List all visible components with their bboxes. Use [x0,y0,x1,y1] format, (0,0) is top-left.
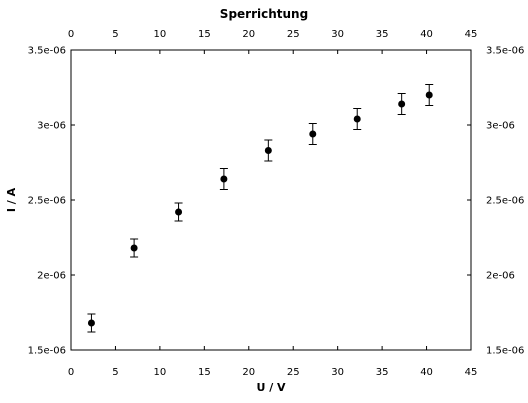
y-axis-title: I / A [5,187,18,212]
x-tick-label-top: 20 [242,29,255,40]
data-point [309,130,317,138]
x-tick-label-bottom: 0 [68,367,74,378]
data-point [130,244,138,252]
x-tick-label-top: 15 [198,29,211,40]
tick-labels: 0 0 5 5 10 10 15 15 20 20 25 25 30 30 35 35 40 40 45 45 1.5e… [28,29,525,378]
x-tick-label-bottom: 15 [198,367,211,378]
x-axis-title: U / V [256,381,286,394]
x-tick-label-top: 5 [112,29,118,40]
x-tick-label-top: 45 [465,29,478,40]
x-tick-label-top: 10 [154,29,167,40]
axis-ticks [70,49,472,351]
y-tick-label-right: 1.5e-06 [486,346,524,357]
data-series [87,84,434,333]
y-tick-label-right: 2.5e-06 [486,196,524,207]
x-tick-label-top: 40 [420,29,433,40]
y-tick-label-right: 2e-06 [486,271,515,282]
x-tick-label-bottom: 45 [465,367,478,378]
data-point [264,147,272,154]
data-point [220,175,228,183]
x-tick-label-bottom: 30 [331,367,344,378]
y-tick-label-left: 2.5e-06 [28,196,66,207]
x-tick-label-top: 30 [331,29,344,40]
x-tick-label-bottom: 25 [287,367,300,378]
y-tick-label-left: 1.5e-06 [28,346,66,357]
x-tick-label-bottom: 10 [154,367,167,378]
data-point [87,319,95,327]
y-tick-label-left: 3.5e-06 [28,46,66,57]
x-tick-label-top: 0 [68,29,74,40]
y-tick-label-right: 3.5e-06 [486,46,524,57]
x-tick-label-top: 35 [376,29,389,40]
y-tick-label-left: 2e-06 [37,271,66,282]
y-tick-label-right: 3e-06 [486,121,515,132]
x-tick-label-bottom: 35 [376,367,389,378]
data-point [398,100,406,108]
x-tick-label-bottom: 20 [242,367,255,378]
data-point [425,91,433,99]
y-tick-label-left: 3e-06 [37,121,66,132]
chart-title: Sperrichtung [220,7,308,21]
data-point [175,208,183,216]
x-tick-label-bottom: 40 [420,367,433,378]
x-tick-label-top: 25 [287,29,300,40]
x-tick-label-bottom: 5 [112,367,118,378]
data-point [353,115,361,123]
